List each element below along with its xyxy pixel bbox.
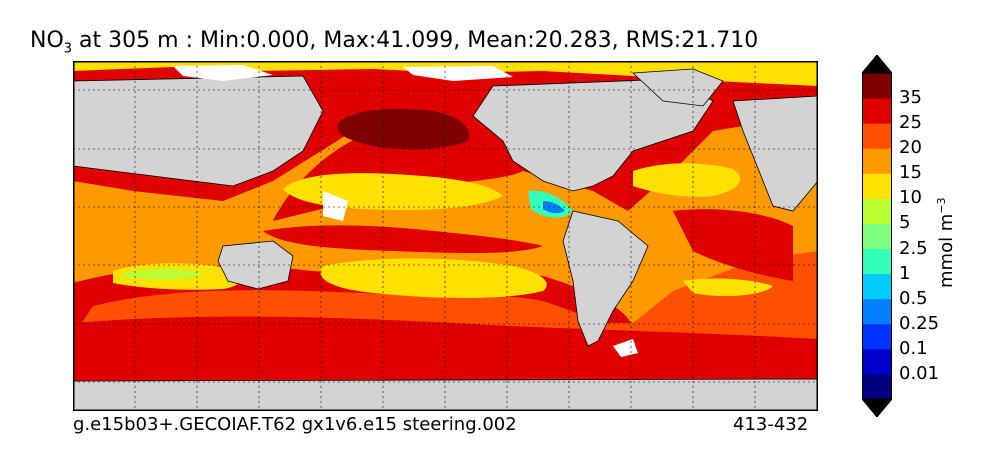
equatorial-band <box>263 225 543 254</box>
title-stats: at 305 m : Min:0.000, Max:41.099, Mean:2… <box>72 28 759 53</box>
plot-title: NO3 at 305 m : Min:0.000, Max:41.099, Me… <box>30 28 758 56</box>
south-atlantic-gyre <box>683 278 773 297</box>
land-south-america <box>562 210 649 347</box>
land-north-america <box>472 78 714 192</box>
colorbar-frame <box>862 72 892 400</box>
colorbar-segments <box>862 73 892 400</box>
atlantic-upwelling <box>673 209 793 281</box>
north-pacific-max <box>337 108 470 150</box>
north-atlantic-gyre <box>633 163 741 197</box>
colorbar-segment <box>862 348 892 375</box>
colorbar <box>862 55 892 417</box>
missing-indonesia <box>323 191 348 221</box>
land-antarctica <box>73 378 818 411</box>
year-range: 413-432 <box>733 414 809 435</box>
map-frame <box>73 61 818 411</box>
colorbar-tick-label: 0.25 <box>899 312 940 334</box>
colorbar-tick-label: 35 <box>899 87 922 109</box>
graticule <box>73 61 818 411</box>
colorbar-tick-label: 15 <box>899 162 922 184</box>
land-asia <box>73 75 324 187</box>
colorbar-tick-label: 10 <box>899 187 922 209</box>
colorbar-unit: mmol m−3 <box>935 197 957 288</box>
indian-ocean-core <box>123 268 203 280</box>
colorbar-tick-label: 0.01 <box>899 362 940 384</box>
unit-exponent: −3 <box>935 197 948 214</box>
colorbar-tick-label: 0.5 <box>899 287 928 309</box>
unit-base: mmol m <box>936 213 957 288</box>
land-greenland <box>632 68 724 107</box>
colorbar-tick-label: 25 <box>899 112 922 134</box>
missing-data <box>173 65 638 357</box>
title-subscript: 3 <box>63 41 73 57</box>
colorbar-segment <box>862 248 892 275</box>
colorbar-segment <box>862 223 892 250</box>
colorbar-tick-label: 1 <box>899 262 911 284</box>
colorbar-segment <box>862 73 892 99</box>
colorbar-segment <box>862 173 892 199</box>
colorbar-segment <box>862 298 892 325</box>
nitrate-map <box>73 61 818 411</box>
colorbar-segment <box>862 373 892 400</box>
colorbar-tick-label: 5 <box>899 212 911 234</box>
run-identifier: g.e15b03+.GECOIAF.T62 gx1v6.e15 steering… <box>73 414 517 435</box>
colorbar-segment <box>862 323 892 350</box>
missing-patagonia <box>613 339 638 357</box>
colorbar-tick-label: 2.5 <box>899 237 928 259</box>
colorbar-segment <box>862 148 892 174</box>
title-prefix: NO <box>30 28 64 53</box>
land-australia <box>217 240 294 290</box>
colorbar-top-arrow <box>862 55 892 74</box>
colorbar-segment <box>862 98 892 124</box>
colorbar-segment <box>862 273 892 300</box>
colorbar-tick-label: 20 <box>899 137 922 159</box>
south-pacific-gyre <box>320 258 547 298</box>
colorbar-bottom-arrow <box>862 398 892 417</box>
missing-arctic-central <box>403 66 513 81</box>
colorbar-segment <box>862 123 892 149</box>
missing-arctic-west <box>173 65 273 81</box>
colorbar-segment <box>862 198 892 224</box>
land-masses <box>73 68 818 411</box>
colorbar-tick-label: 0.1 <box>899 337 928 359</box>
land-europe-africa <box>732 95 818 212</box>
